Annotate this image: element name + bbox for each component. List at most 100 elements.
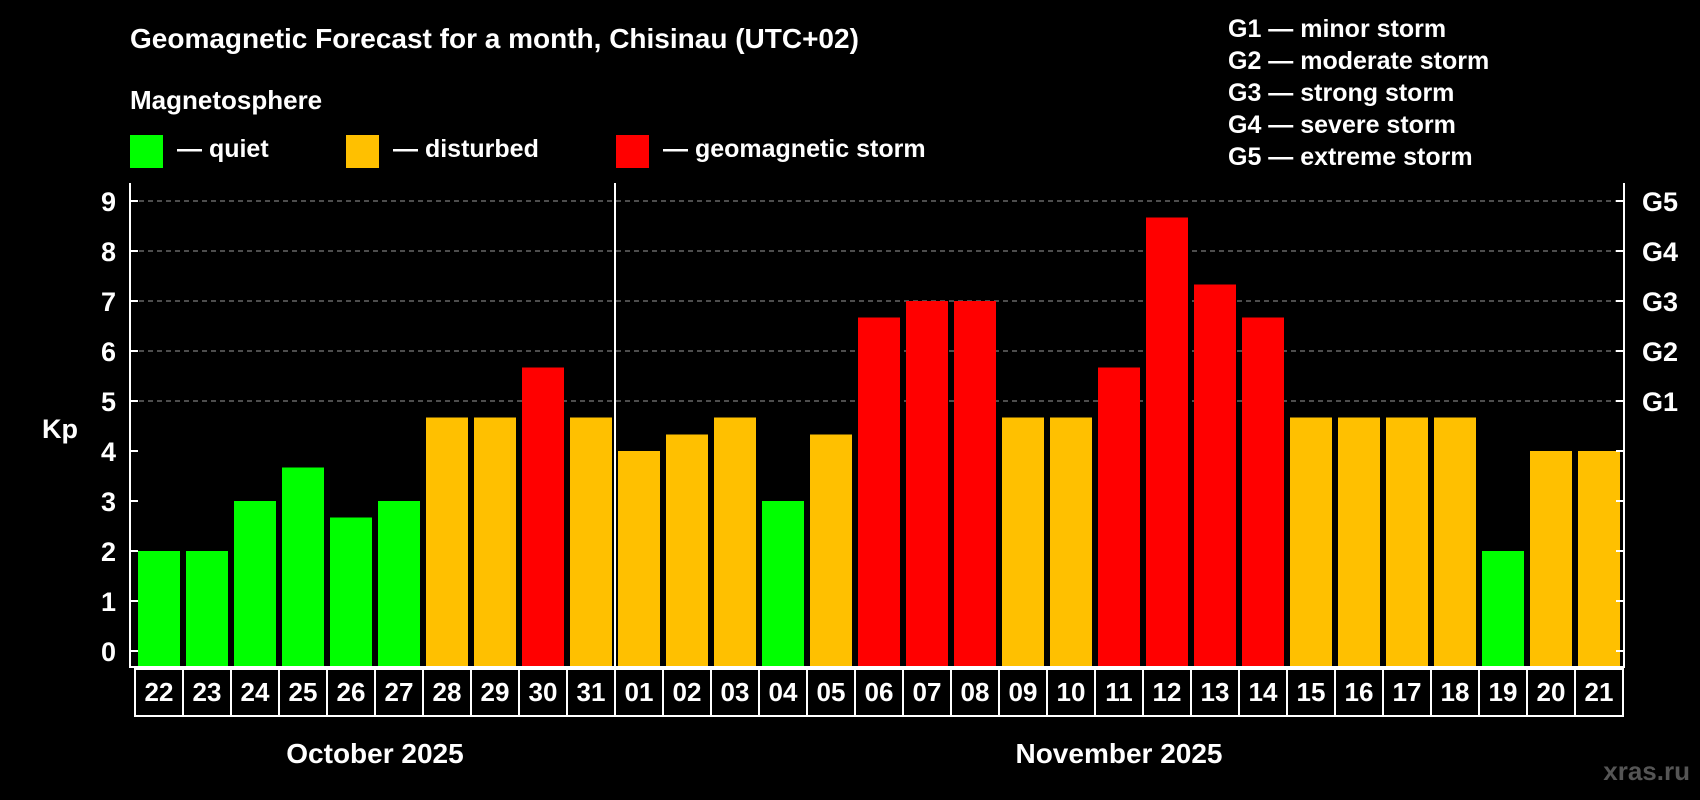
bar-02 <box>666 434 708 667</box>
legend-label-quiet: — quiet <box>177 135 269 163</box>
y-tick-label: 6 <box>101 337 116 367</box>
right-tick-label-g5: G5 <box>1642 187 1678 217</box>
date-label-12: 12 <box>1153 677 1182 707</box>
date-label-07: 07 <box>913 677 942 707</box>
date-label-02: 02 <box>673 677 702 707</box>
right-tick-label-g4: G4 <box>1642 237 1678 267</box>
y-tick-label: 8 <box>101 237 116 267</box>
legend-label-disturbed: — disturbed <box>393 135 539 163</box>
date-label-22: 22 <box>145 677 174 707</box>
bar-30 <box>522 367 564 667</box>
y-tick-label: 3 <box>101 487 116 517</box>
chart-title: Geomagnetic Forecast for a month, Chisin… <box>130 23 859 54</box>
date-label-03: 03 <box>721 677 750 707</box>
bar-05 <box>810 434 852 667</box>
date-label-17: 17 <box>1393 677 1422 707</box>
bar-31 <box>570 417 612 667</box>
magnetosphere-label: Magnetosphere <box>130 85 322 115</box>
y-tick-label: 4 <box>101 437 116 467</box>
right-tick-label-g1: G1 <box>1642 387 1678 417</box>
bar-18 <box>1434 417 1476 667</box>
bar-27 <box>378 501 420 667</box>
date-labels: 22 23 24 25 26 27 28 29 30 31 01 02 03 04 05 06 07 08 09 10… <box>134 668 1624 717</box>
bar-07 <box>906 301 948 667</box>
bar-26 <box>330 517 372 667</box>
right-tick-label-g2: G2 <box>1642 337 1678 367</box>
y-axis-label: Kp <box>42 414 78 444</box>
bar-29 <box>474 417 516 667</box>
date-label-27: 27 <box>385 677 414 707</box>
y-tick-label: 9 <box>101 187 116 217</box>
bar-28 <box>426 417 468 667</box>
legend-label-storm: — geomagnetic storm <box>663 135 926 163</box>
bar-20 <box>1530 451 1572 667</box>
date-strip <box>134 668 1624 717</box>
date-label-26: 26 <box>337 677 366 707</box>
y-tick-label: 2 <box>101 537 116 567</box>
bar-11 <box>1098 367 1140 667</box>
bar-14 <box>1242 317 1284 667</box>
date-label-09: 09 <box>1009 677 1038 707</box>
y-tick-label: 7 <box>101 287 116 317</box>
date-label-25: 25 <box>289 677 318 707</box>
date-label-08: 08 <box>961 677 990 707</box>
date-label-29: 29 <box>481 677 510 707</box>
axes <box>129 183 1625 668</box>
date-label-20: 20 <box>1537 677 1566 707</box>
bar-04 <box>762 501 804 667</box>
y-tick-label: 1 <box>101 587 116 617</box>
watermark: xras.ru <box>1603 756 1690 786</box>
bar-16 <box>1338 417 1380 667</box>
y-tick-label: 0 <box>101 637 116 667</box>
bar-15 <box>1290 417 1332 667</box>
bar-01 <box>618 451 660 667</box>
date-label-16: 16 <box>1345 677 1374 707</box>
bar-12 <box>1146 217 1188 667</box>
month-label-0: October 2025 <box>286 738 463 769</box>
bar-09 <box>1002 417 1044 667</box>
month-label-1: November 2025 <box>1015 738 1222 769</box>
bar-06 <box>858 317 900 667</box>
y-tick-label: 5 <box>101 387 116 417</box>
date-label-06: 06 <box>865 677 894 707</box>
bar-17 <box>1386 417 1428 667</box>
bar-08 <box>954 301 996 667</box>
bar-19 <box>1482 551 1524 667</box>
bar-21 <box>1578 451 1620 667</box>
date-label-13: 13 <box>1201 677 1230 707</box>
date-label-21: 21 <box>1585 677 1614 707</box>
right-tick-label-g3: G3 <box>1642 287 1678 317</box>
date-label-01: 01 <box>625 677 654 707</box>
bar-10 <box>1050 417 1092 667</box>
storm-level-legend: G1 — minor storm G2 — moderate storm G3 … <box>1228 15 1489 171</box>
date-label-10: 10 <box>1057 677 1086 707</box>
bar-23 <box>186 551 228 667</box>
month-labels: October 2025 November 2025 <box>286 738 1222 769</box>
bar-25 <box>282 467 324 667</box>
bar-13 <box>1194 284 1236 667</box>
date-label-24: 24 <box>241 677 270 707</box>
bar-22 <box>138 551 180 667</box>
bars <box>138 217 1620 667</box>
date-label-23: 23 <box>193 677 222 707</box>
date-label-28: 28 <box>433 677 462 707</box>
storm-legend-g4: G4 — severe storm <box>1228 111 1456 139</box>
date-label-05: 05 <box>817 677 846 707</box>
date-label-19: 19 <box>1489 677 1518 707</box>
date-label-04: 04 <box>769 677 798 707</box>
y-ticks-right: G1 G2 G3 G4 G5 <box>1616 187 1678 652</box>
bar-03 <box>714 417 756 667</box>
date-label-31: 31 <box>577 677 606 707</box>
date-label-30: 30 <box>529 677 558 707</box>
storm-legend-g3: G3 — strong storm <box>1228 79 1454 107</box>
legend-swatch-disturbed <box>346 135 379 168</box>
storm-legend-g2: G2 — moderate storm <box>1228 47 1489 75</box>
date-label-14: 14 <box>1249 677 1278 707</box>
plot-frame <box>129 183 1625 668</box>
date-label-18: 18 <box>1441 677 1470 707</box>
legend-swatch-storm <box>616 135 649 168</box>
bar-24 <box>234 501 276 667</box>
date-label-11: 11 <box>1105 677 1133 707</box>
legend-swatch-quiet <box>130 135 163 168</box>
